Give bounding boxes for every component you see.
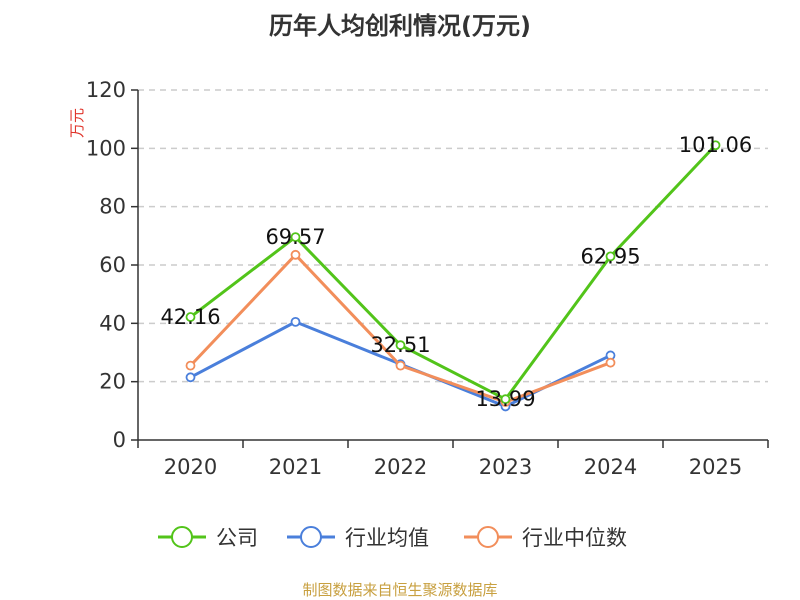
legend: 公司 行业均值 行业中位数	[158, 526, 627, 550]
data-point	[605, 251, 616, 262]
data-labels: 42.16 69.57 32.51 13.99 62.95 101.06	[160, 133, 752, 411]
y-axis-label: 万元	[68, 108, 86, 138]
legend-marker	[171, 526, 193, 548]
legend-marker	[300, 526, 322, 548]
chart-title: 历年人均创利情况(万元)	[269, 12, 531, 40]
x-tick-label: 2021	[269, 455, 322, 479]
y-tick-label: 0	[113, 428, 126, 452]
y-tick-label: 80	[99, 195, 126, 219]
x-tick-label: 2024	[584, 455, 637, 479]
data-point	[395, 360, 406, 371]
data-label: 101.06	[679, 133, 752, 157]
x-tick-label: 2022	[374, 455, 427, 479]
y-tick-label: 20	[99, 370, 126, 394]
series-line	[189, 144, 717, 401]
data-point	[290, 232, 301, 242]
series-line	[189, 253, 612, 404]
data-point	[185, 360, 196, 371]
data-point	[605, 357, 616, 368]
data-label: 69.57	[265, 225, 325, 249]
y-tick-label: 60	[99, 253, 126, 277]
y-tick-label: 120	[86, 78, 126, 102]
data-point	[290, 249, 301, 260]
data-point	[395, 340, 406, 351]
data-point	[185, 312, 196, 322]
data-point	[710, 140, 721, 151]
x-tick-label: 2020	[164, 455, 217, 479]
data-label: 62.95	[580, 244, 640, 268]
data-label: 32.51	[370, 333, 430, 357]
data-label: 13.99	[475, 387, 535, 411]
x-tick-label: 2023	[479, 455, 532, 479]
legend-marker	[477, 526, 499, 548]
data-label: 42.16	[160, 305, 220, 329]
series-group	[185, 140, 721, 412]
x-tick-label: 2025	[689, 455, 742, 479]
legend-label: 行业均值	[345, 526, 429, 550]
axes: 0 20 40 60 80 100 120 2020 2021 2022 2023 2024 2025	[86, 78, 769, 479]
data-point	[500, 394, 511, 405]
data-point	[290, 316, 301, 327]
legend-label: 公司	[216, 526, 258, 550]
y-tick-label: 40	[99, 311, 126, 335]
legend-label: 行业中位数	[522, 526, 627, 550]
gridlines	[138, 89, 768, 383]
data-point	[185, 372, 196, 383]
source-note: 制图数据来自恒生聚源数据库	[302, 581, 497, 599]
y-tick-label: 100	[86, 136, 126, 160]
